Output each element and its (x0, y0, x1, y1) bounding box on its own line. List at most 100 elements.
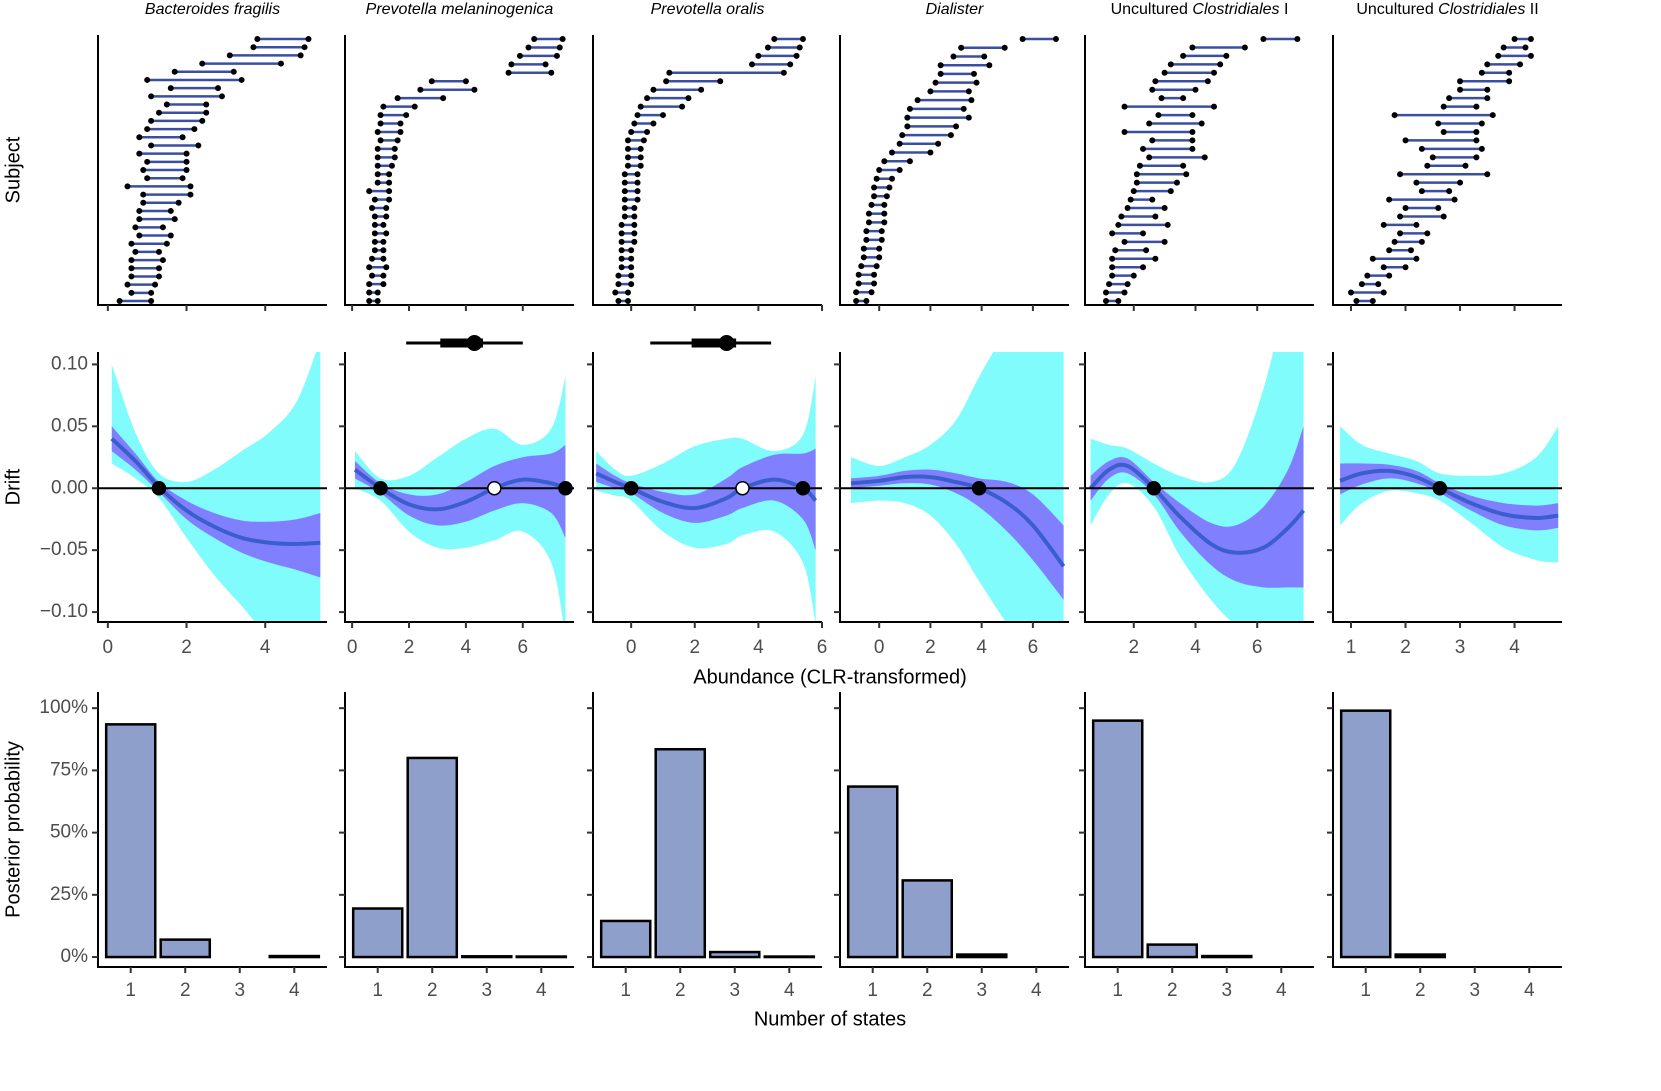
panel-plot (110, 352, 321, 622)
mean-line (850, 474, 1066, 568)
subject-min (531, 36, 538, 42)
x-tick-label: 1 (125, 980, 136, 1001)
subject-max (1440, 213, 1447, 220)
subject-max (1489, 112, 1496, 119)
subject-min (1391, 112, 1398, 119)
x-tick-label: 4 (260, 637, 271, 658)
subject-max (386, 179, 393, 186)
bar (901, 879, 954, 959)
subject-max (876, 245, 883, 252)
subject-max (471, 86, 478, 93)
subject-max (650, 120, 657, 127)
subject-min (1102, 298, 1109, 304)
mean-line (1089, 462, 1306, 555)
subject-max (183, 158, 190, 165)
subject-min (140, 199, 147, 206)
subject-max (1180, 95, 1187, 102)
subject-max (637, 154, 644, 161)
subject-min (1140, 145, 1147, 152)
subject-max (1204, 78, 1211, 85)
subject-min (621, 213, 628, 220)
x-tick-label: 4 (753, 637, 764, 658)
subject-max (179, 134, 186, 141)
subject-max (1052, 36, 1059, 42)
subject-max (1223, 52, 1230, 59)
subject-max (1435, 205, 1442, 212)
subject-min (1112, 247, 1119, 254)
subject-min (618, 264, 625, 271)
subject-min (144, 158, 151, 165)
bar (1339, 709, 1392, 959)
subject-max (1457, 179, 1464, 186)
subject-min (618, 238, 625, 245)
subject-min (628, 128, 635, 135)
subject-max (238, 76, 245, 83)
subject-max (1527, 52, 1534, 59)
subject-max (637, 145, 644, 152)
subject-min (1435, 120, 1442, 127)
subject-max (628, 264, 635, 271)
subject-max (1161, 238, 1168, 245)
subject-max (973, 79, 980, 86)
subject-min (1380, 221, 1387, 228)
y-tick-label: −0.05 (40, 539, 88, 560)
subject-max (871, 271, 878, 278)
subject-min (1260, 36, 1267, 42)
y-tick-label: 0.05 (51, 415, 88, 436)
subject-min (128, 240, 135, 247)
bar (654, 747, 707, 959)
subject-min (1397, 213, 1404, 220)
subject-min (855, 280, 862, 287)
x-tick-label: 4 (784, 980, 795, 1001)
subject-max (386, 196, 393, 203)
subject-max (1446, 188, 1453, 195)
inner-band (354, 444, 566, 538)
subject-max (1375, 281, 1382, 288)
x-axis-title: Number of states (754, 1008, 906, 1030)
x-tick-label: 4 (1524, 980, 1535, 1001)
subject-max (1201, 154, 1208, 161)
subject-min (116, 298, 123, 304)
subject-min (1511, 36, 1518, 42)
subject-min (650, 86, 657, 93)
subject-max (960, 105, 967, 112)
subject-min (128, 265, 135, 272)
title-part: Uncultured (1356, 1, 1438, 18)
x-tick-label: 4 (1276, 980, 1287, 1001)
subject-min (896, 140, 903, 147)
subject-min (1161, 69, 1168, 76)
subject-min (380, 103, 387, 110)
subject-max (1473, 103, 1480, 110)
subject-min (906, 105, 913, 112)
title-part: II (1525, 1, 1538, 18)
subject-min (863, 236, 870, 243)
bar (955, 953, 1008, 959)
subject-min (371, 213, 378, 220)
subject-min (128, 273, 135, 280)
subject-max (624, 298, 631, 304)
subject-max (679, 103, 686, 110)
subject-min (366, 188, 373, 195)
subject-max (878, 228, 885, 235)
subject-min (417, 86, 424, 93)
stable-point (623, 480, 639, 496)
x-tick-label: 0 (626, 637, 637, 658)
inner-band (851, 469, 1064, 600)
subject-min (637, 103, 644, 110)
subject-max (634, 179, 641, 186)
subject-min (1102, 289, 1109, 296)
subject-min (1149, 86, 1156, 93)
subject-max (793, 52, 800, 59)
subject-min (371, 221, 378, 228)
subject-max (796, 44, 803, 51)
subject-min (1347, 289, 1354, 296)
subject-min (932, 79, 939, 86)
subject-max (1161, 205, 1168, 212)
subject-min (144, 76, 151, 83)
subject-max (383, 230, 390, 237)
stable-point (1146, 480, 1162, 496)
subject-max (187, 183, 194, 190)
subject-min (136, 150, 143, 157)
subject-min (1402, 205, 1409, 212)
subject-min (374, 145, 381, 152)
